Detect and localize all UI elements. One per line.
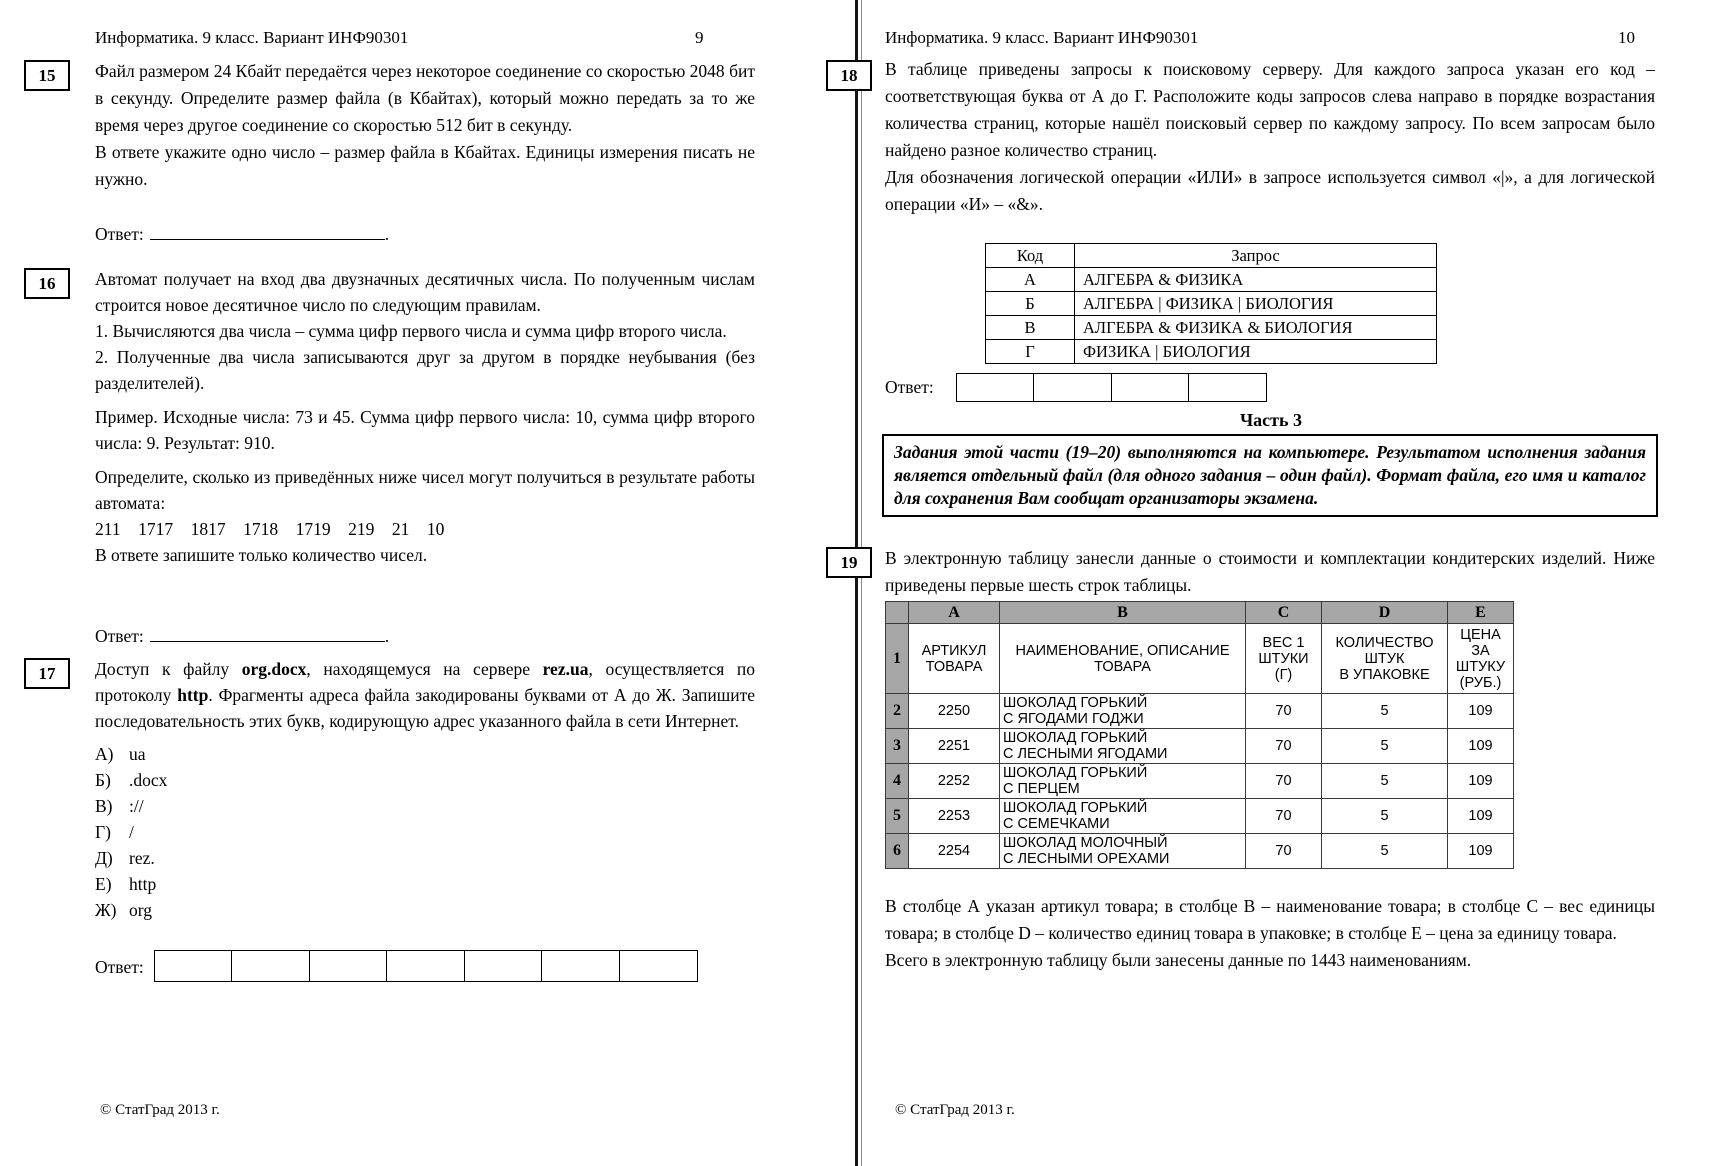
- page-divider: [855, 0, 858, 1166]
- answer-suffix: .: [384, 224, 390, 244]
- total-rows-note: Всего в электронную таблицу были занесен…: [885, 950, 1472, 970]
- question-number-16: 16: [24, 268, 70, 299]
- answer-grid-18: [955, 373, 1268, 402]
- row-number: 5: [885, 798, 909, 834]
- question-number-19: 19: [826, 547, 872, 578]
- answer-cell[interactable]: [1033, 373, 1113, 402]
- question-16-note: В ответе запишите только количество чисе…: [95, 545, 428, 565]
- question-16-rules: Автомат получает на вход два двузначных …: [95, 269, 755, 393]
- row-number: 6: [885, 833, 909, 869]
- sheet-row: 2 2250 ШОКОЛАД ГОРЬКИЙ С ЯГОДАМИ ГОДЖИ 7…: [885, 693, 1514, 729]
- column-letter: B: [999, 601, 1246, 624]
- footer-copyright: © СтатГрад 2013 г.: [895, 1102, 1015, 1118]
- question-17-text: Доступ к файлу org.docx, находящемуся на…: [95, 659, 755, 731]
- table-header-row: Код Запрос: [985, 243, 1437, 268]
- table-row: В АЛГЕБРА & ФИЗИКА & БИОЛОГИЯ: [985, 315, 1437, 340]
- answer-label: Ответ:: [885, 377, 934, 397]
- answer-blank[interactable]: [149, 622, 385, 642]
- answer-cell[interactable]: [1188, 373, 1268, 402]
- row-number: 1: [885, 623, 909, 694]
- answer-blank[interactable]: [149, 220, 385, 240]
- answer-line-18: Ответ:: [885, 372, 1268, 402]
- question-15-text: Файл размером 24 Кбайт передаётся через …: [95, 61, 755, 189]
- answer-label: Ответ:: [95, 626, 144, 646]
- part3-heading: Часть 3: [1239, 410, 1303, 430]
- option-row: Ж) org: [95, 900, 153, 920]
- answer-cell[interactable]: [541, 950, 621, 982]
- page-10: Информатика. 9 класс. Вариант ИНФ90301 1…: [820, 0, 1712, 1166]
- page-header: Информатика. 9 класс. Вариант ИНФ90301: [95, 28, 409, 47]
- sheet-row: 4 2252 ШОКОЛАД ГОРЬКИЙ С ПЕРЦЕМ 70 5 109: [885, 763, 1514, 799]
- answer-grid-17: [153, 950, 698, 982]
- page-divider-thin: [861, 0, 862, 1166]
- row-number: 4: [885, 763, 909, 799]
- sheet-header-row: 1 АРТИКУЛ ТОВАРА НАИМЕНОВАНИЕ, ОПИСАНИЕ …: [885, 623, 1514, 694]
- question-18-note: Для обозначения логической операции «ИЛИ…: [885, 167, 1655, 214]
- col-header-code: Код: [985, 243, 1075, 268]
- table-row: Г ФИЗИКА | БИОЛОГИЯ: [985, 339, 1437, 364]
- part3-note-box: Задания этой части (19–20) выполняются н…: [882, 434, 1658, 517]
- answer-cell[interactable]: [618, 950, 698, 982]
- answer-cell[interactable]: [308, 950, 388, 982]
- sheet-row: 5 2253 ШОКОЛАД ГОРЬКИЙ С СЕМЕЧКАМИ 70 5 …: [885, 798, 1514, 834]
- column-letter: C: [1245, 601, 1322, 624]
- answer-cell[interactable]: [153, 950, 233, 982]
- option-row: Б) .docx: [95, 770, 168, 790]
- question-number-18: 18: [826, 60, 872, 91]
- page-number: 9: [695, 28, 704, 47]
- question-number-15: 15: [24, 60, 70, 91]
- option-row: Г) /: [95, 822, 134, 842]
- spreadsheet: A B C D E 1 АРТИКУЛ ТОВАРА НАИМЕНОВАНИЕ,…: [885, 601, 1514, 869]
- query-table: Код Запрос А АЛГЕБРА & ФИЗИКА Б АЛГЕБРА …: [985, 243, 1437, 364]
- answer-label: Ответ:: [95, 224, 144, 244]
- question-19-text: В электронную таблицу занесли данные о с…: [885, 548, 1655, 595]
- answer-line-17: Ответ:: [95, 950, 698, 982]
- row-number: 2: [885, 693, 909, 729]
- option-row: Д) rez.: [95, 848, 155, 868]
- col-header-query: Запрос: [1074, 243, 1437, 268]
- page-number: 10: [1618, 28, 1635, 47]
- question-16-numbers: 211 1717 1817 1718 1719 219 21 10: [95, 519, 445, 539]
- table-row: Б АЛГЕБРА | ФИЗИКА | БИОЛОГИЯ: [985, 291, 1437, 316]
- column-letter: A: [908, 601, 1000, 624]
- answer-cell[interactable]: [463, 950, 543, 982]
- row-number: 3: [885, 728, 909, 764]
- question-18-text: В таблице приведены запросы к поисковому…: [885, 59, 1655, 160]
- answer-line-15: Ответ:.: [95, 220, 389, 245]
- question-number-17: 17: [24, 658, 70, 689]
- answer-suffix: .: [384, 626, 390, 646]
- question-17-options: А) ua Б) .docx В):// Г) / Д) rez. Е) http Ж) o…: [95, 741, 755, 923]
- column-letter: D: [1321, 601, 1448, 624]
- answer-cell[interactable]: [386, 950, 466, 982]
- sheet-row: 3 2251 ШОКОЛАД ГОРЬКИЙ С ЛЕСНЫМИ ЯГОДАМИ…: [885, 728, 1514, 764]
- question-16-task: Определите, сколько из приведённых ниже …: [95, 467, 755, 513]
- answer-label: Ответ:: [95, 957, 144, 977]
- column-letter: E: [1447, 601, 1514, 624]
- corner-cell: [885, 601, 909, 624]
- page-9: Информатика. 9 класс. Вариант ИНФ90301 9…: [0, 0, 855, 1166]
- option-row: Е) http: [95, 874, 157, 894]
- option-row: А) ua: [95, 744, 146, 764]
- answer-cell[interactable]: [231, 950, 311, 982]
- column-letters-row: A B C D E: [885, 601, 1514, 624]
- answer-cell[interactable]: [955, 373, 1035, 402]
- sheet-row: 6 2254 ШОКОЛАД МОЛОЧНЫЙ С ЛЕСНЫМИ ОРЕХАМ…: [885, 833, 1514, 869]
- answer-cell[interactable]: [1110, 373, 1190, 402]
- question-16-example: Пример. Исходные числа: 73 и 45. Сумма ц…: [95, 407, 755, 453]
- footer-copyright: © СтатГрад 2013 г.: [100, 1102, 220, 1118]
- answer-line-16: Ответ:.: [95, 622, 389, 647]
- option-row: В)://: [95, 796, 144, 816]
- columns-description: В столбце А указан артикул товара; в сто…: [885, 896, 1655, 943]
- page-header: Информатика. 9 класс. Вариант ИНФ90301: [885, 28, 1199, 47]
- table-row: А АЛГЕБРА & ФИЗИКА: [985, 267, 1437, 292]
